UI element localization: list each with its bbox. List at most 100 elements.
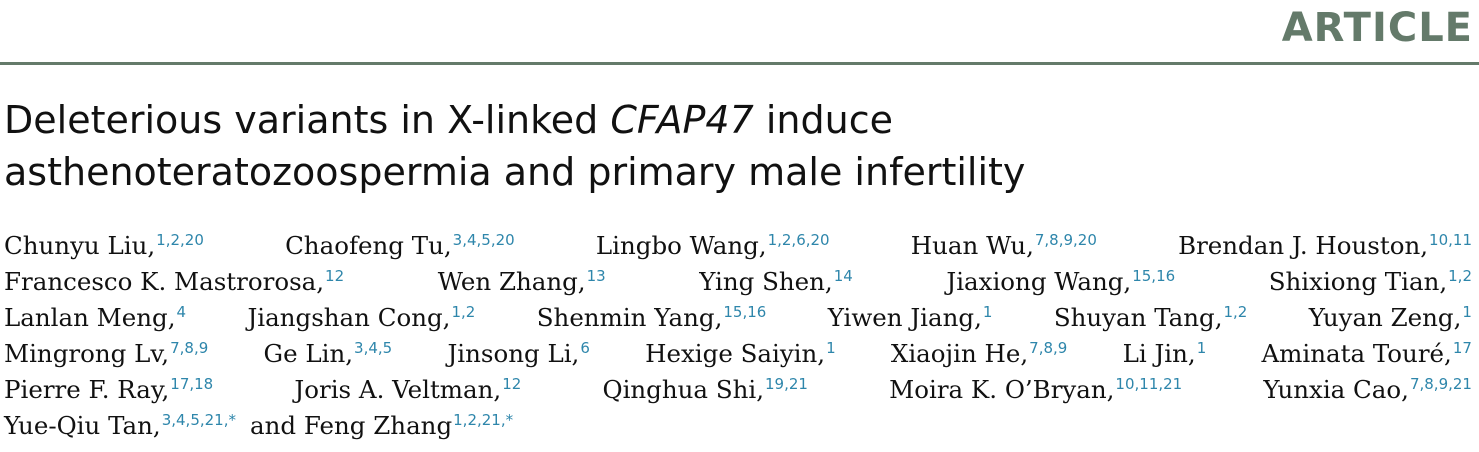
author-name-text: Yue-Qiu Tan,	[4, 411, 161, 440]
author-name-text: Lingbo Wang,	[595, 231, 767, 260]
affiliation-superscript[interactable]: 12	[502, 375, 522, 393]
author-name-text: Shuyan Tang,	[1053, 303, 1223, 332]
author-name: Huan Wu,7,8,9,20	[911, 228, 1097, 264]
title-text-part2: induce	[753, 98, 893, 142]
title-gene-name: CFAP47	[610, 98, 754, 142]
author-name-text: Yuyan Zeng,	[1308, 303, 1462, 332]
author-name: Shuyan Tang,1,2	[1054, 300, 1248, 336]
author-name-text: Xiaojin He,	[890, 339, 1029, 368]
author-name-text: Aminata Touré,	[1261, 339, 1452, 368]
author-name: Francesco K. Mastrorosa,12	[4, 264, 344, 300]
affiliation-superscript[interactable]: 7,8,9	[1029, 339, 1068, 357]
author-name: Moira K. O’Bryan,10,11,21	[889, 372, 1182, 408]
author-name-text: Chunyu Liu,	[4, 231, 156, 260]
affiliation-superscript[interactable]: 15,16	[1132, 267, 1176, 285]
author-name-text: Joris A. Veltman,	[294, 375, 502, 404]
affiliation-superscript[interactable]: 1	[826, 339, 836, 357]
author-name: Wen Zhang,13	[438, 264, 606, 300]
title-line-2: asthenoteratozoospermia and primary male…	[4, 150, 1026, 194]
author-line: Chunyu Liu,1,2,20 Chaofeng Tu,3,4,5,20 Lin…	[4, 228, 1472, 264]
author-name: Jiaxiong Wang,15,16	[946, 264, 1175, 300]
author-name-text: Brendan J. Houston,	[1178, 231, 1429, 260]
author-name: and Feng Zhang1,2,21,*	[250, 408, 513, 444]
author-name: Yuyan Zeng,1	[1309, 300, 1472, 336]
author-name-text: Francesco K. Mastrorosa,	[4, 267, 325, 296]
header-article-label: ARTICLE	[1281, 5, 1473, 51]
affiliation-superscript[interactable]: 6	[580, 339, 590, 357]
author-name-text: Li Jin,	[1122, 339, 1196, 368]
affiliation-superscript[interactable]: 12	[325, 267, 345, 285]
author-name-text: Shixiong Tian,	[1268, 267, 1448, 296]
affiliation-superscript[interactable]: 1,2	[1223, 303, 1248, 321]
author-name-text: Ying Shen,	[699, 267, 833, 296]
affiliation-superscript[interactable]: 10,11	[1429, 231, 1472, 249]
author-name: Lanlan Meng,4	[4, 300, 186, 336]
affiliation-superscript[interactable]: 7,8,9,21	[1409, 375, 1472, 393]
author-name: Yiwen Jiang,1	[828, 300, 993, 336]
author-name: Ge Lin,3,4,5	[264, 336, 393, 372]
author-line: Francesco K. Mastrorosa,12 Wen Zhang,13 Yi…	[4, 264, 1472, 300]
author-name-text: Jinsong Li,	[447, 339, 580, 368]
author-name: Ying Shen,14	[699, 264, 853, 300]
author-list: Chunyu Liu,1,2,20 Chaofeng Tu,3,4,5,20 Lin…	[4, 228, 1472, 444]
author-name-text: Wen Zhang,	[437, 267, 586, 296]
title-text-part1: Deleterious variants in X-linked	[4, 98, 611, 142]
affiliation-superscript[interactable]: 15,16	[723, 303, 767, 321]
author-name: Pierre F. Ray,17,18	[4, 372, 213, 408]
author-line: Lanlan Meng,4 Jiangshan Cong,1,2 Shenmin Y…	[4, 300, 1472, 336]
author-name-text: Ge Lin,	[263, 339, 354, 368]
author-name-text: Mingrong Lv,	[4, 339, 170, 368]
author-name: Hexige Saiyin,1	[645, 336, 836, 372]
author-name: Brendan J. Houston,10,11	[1178, 228, 1472, 264]
author-name-text: Hexige Saiyin,	[645, 339, 826, 368]
affiliation-superscript[interactable]: 3,4,5,20	[452, 231, 515, 249]
affiliation-superscript[interactable]: 1,2,21,*	[453, 411, 514, 429]
author-line: Pierre F. Ray,17,18 Joris A. Veltman,12 Qi…	[4, 372, 1472, 408]
affiliation-superscript[interactable]: 1,2	[451, 303, 476, 321]
affiliation-superscript[interactable]: 7,8,9,20	[1034, 231, 1097, 249]
author-name: Lingbo Wang,1,2,6,20	[596, 228, 830, 264]
author-name-text: Lanlan Meng,	[4, 303, 176, 332]
author-name-text: Qinghua Shi,	[602, 375, 765, 404]
affiliation-superscript[interactable]: 3,4,5,21,*	[161, 411, 236, 429]
affiliation-superscript[interactable]: 3,4,5	[354, 339, 393, 357]
affiliation-superscript[interactable]: 1,2,20	[156, 231, 204, 249]
affiliation-superscript[interactable]: 14	[833, 267, 853, 285]
author-name: Mingrong Lv,7,8,9	[4, 336, 208, 372]
author-name: Shixiong Tian,1,2	[1269, 264, 1472, 300]
affiliation-superscript[interactable]: 1	[1462, 303, 1472, 321]
author-name-text: Yunxia Cao,	[1263, 375, 1409, 404]
affiliation-superscript[interactable]: 19,21	[765, 375, 808, 393]
affiliation-superscript[interactable]: 17	[1452, 339, 1472, 357]
affiliation-superscript[interactable]: 17,18	[170, 375, 214, 393]
author-name-text: Moira K. O’Bryan,	[889, 375, 1115, 404]
article-title: Deleterious variants in X-linked CFAP47 …	[4, 94, 1464, 198]
author-name: Joris A. Veltman,12	[294, 372, 521, 408]
author-name: Shenmin Yang,15,16	[537, 300, 767, 336]
affiliation-superscript[interactable]: 7,8,9	[170, 339, 209, 357]
author-name-text: Jiangshan Cong,	[247, 303, 451, 332]
title-line-1: Deleterious variants in X-linked CFAP47 …	[4, 94, 1464, 146]
author-name-text: and Feng Zhang	[250, 411, 453, 440]
author-name: Chunyu Liu,1,2,20	[4, 228, 204, 264]
author-name-text: Shenmin Yang,	[536, 303, 723, 332]
author-name-text: Huan Wu,	[910, 231, 1034, 260]
author-name: Chaofeng Tu,3,4,5,20	[285, 228, 515, 264]
affiliation-superscript[interactable]: 10,11,21	[1115, 375, 1183, 393]
author-name-text: Chaofeng Tu,	[285, 231, 452, 260]
author-line: Yue-Qiu Tan,3,4,5,21,* and Feng Zhang1,2,…	[4, 408, 1472, 444]
affiliation-superscript[interactable]: 13	[586, 267, 606, 285]
affiliation-superscript[interactable]: 4	[176, 303, 187, 321]
author-name: Yunxia Cao,7,8,9,21	[1263, 372, 1472, 408]
affiliation-superscript[interactable]: 1	[982, 303, 993, 321]
author-name: Jiangshan Cong,1,2	[247, 300, 475, 336]
affiliation-superscript[interactable]: 1,2	[1448, 267, 1472, 285]
author-name: Aminata Touré,17	[1261, 336, 1471, 372]
author-name: Li Jin,1	[1123, 336, 1207, 372]
affiliation-superscript[interactable]: 1	[1196, 339, 1207, 357]
author-line: Mingrong Lv,7,8,9 Ge Lin,3,4,5 Jinsong Li,…	[4, 336, 1472, 372]
author-name-text: Jiaxiong Wang,	[946, 267, 1132, 296]
author-name: Xiaojin He,7,8,9	[891, 336, 1067, 372]
affiliation-superscript[interactable]: 1,2,6,20	[767, 231, 830, 249]
author-name: Qinghua Shi,19,21	[602, 372, 807, 408]
